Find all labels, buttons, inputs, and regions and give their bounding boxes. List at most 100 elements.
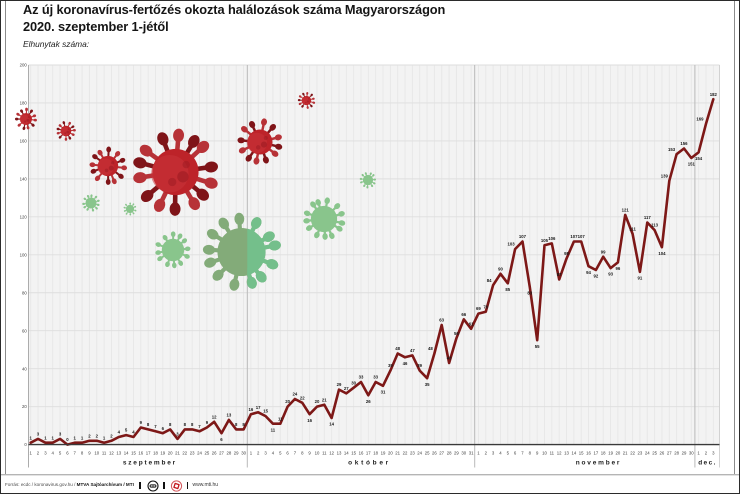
svg-text:1: 1 [697, 450, 700, 455]
svg-text:48: 48 [395, 346, 400, 351]
svg-text:19: 19 [608, 450, 613, 455]
svg-text:103: 103 [508, 242, 516, 247]
svg-text:69: 69 [476, 306, 481, 311]
svg-text:20: 20 [168, 450, 173, 455]
svg-text:14: 14 [124, 450, 129, 455]
svg-text:19: 19 [381, 450, 386, 455]
svg-text:2: 2 [88, 433, 91, 438]
svg-text:120: 120 [20, 214, 28, 219]
svg-text:83: 83 [527, 291, 532, 296]
svg-text:29: 29 [454, 450, 459, 455]
svg-text:18: 18 [153, 450, 158, 455]
svg-text:11: 11 [278, 416, 283, 421]
svg-text:156: 156 [680, 141, 688, 146]
svg-text:3: 3 [712, 450, 715, 455]
svg-text:5: 5 [125, 428, 128, 433]
svg-text:106: 106 [548, 236, 556, 241]
svg-text:6: 6 [66, 450, 69, 455]
svg-text:13: 13 [337, 450, 342, 455]
svg-text:30: 30 [461, 450, 466, 455]
svg-text:8: 8 [81, 450, 84, 455]
svg-text:12: 12 [109, 450, 114, 455]
svg-text:20: 20 [315, 399, 320, 404]
svg-text:151: 151 [688, 162, 696, 167]
svg-text:23: 23 [410, 450, 415, 455]
svg-text:154: 154 [695, 156, 703, 161]
svg-text:5: 5 [59, 450, 62, 455]
svg-text:2: 2 [37, 450, 40, 455]
svg-text:46: 46 [403, 361, 408, 366]
svg-text:39: 39 [417, 363, 422, 368]
svg-text:3: 3 [264, 450, 267, 455]
svg-text:6: 6 [220, 437, 223, 442]
svg-text:8: 8 [147, 422, 150, 427]
svg-text:8: 8 [529, 450, 532, 455]
svg-text:33: 33 [359, 375, 364, 380]
svg-text:48: 48 [428, 346, 433, 351]
svg-text:24: 24 [417, 450, 422, 455]
svg-text:8: 8 [191, 422, 194, 427]
svg-text:2: 2 [485, 450, 488, 455]
svg-text:13: 13 [564, 450, 569, 455]
svg-text:19: 19 [160, 450, 165, 455]
svg-text:43: 43 [447, 356, 452, 361]
svg-text:7: 7 [198, 424, 201, 429]
svg-text:55: 55 [535, 344, 540, 349]
svg-text:26: 26 [432, 450, 437, 455]
svg-text:20: 20 [22, 404, 27, 409]
svg-text:1: 1 [52, 435, 55, 440]
svg-text:27: 27 [667, 450, 672, 455]
svg-text:22: 22 [182, 450, 187, 455]
svg-text:21: 21 [322, 397, 327, 402]
svg-text:10: 10 [542, 450, 547, 455]
svg-text:200: 200 [20, 63, 28, 68]
svg-text:26: 26 [366, 399, 371, 404]
svg-text:153: 153 [668, 147, 676, 152]
svg-text:105: 105 [541, 238, 549, 243]
svg-text:13: 13 [116, 450, 121, 455]
svg-text:3: 3 [44, 450, 47, 455]
svg-text:9: 9 [206, 420, 209, 425]
svg-text:12: 12 [557, 450, 562, 455]
svg-text:1: 1 [74, 435, 77, 440]
svg-text:21: 21 [623, 450, 628, 455]
svg-text:93: 93 [608, 272, 613, 277]
svg-text:94: 94 [586, 270, 591, 275]
svg-text:66: 66 [461, 312, 466, 317]
svg-text:9: 9 [140, 420, 143, 425]
svg-text:8: 8 [242, 422, 245, 427]
svg-text:9: 9 [308, 450, 311, 455]
svg-text:3: 3 [37, 432, 40, 437]
svg-text:17: 17 [594, 450, 599, 455]
svg-text:7: 7 [521, 450, 524, 455]
svg-text:27: 27 [344, 386, 349, 391]
svg-text:16: 16 [359, 450, 364, 455]
svg-text:6: 6 [514, 450, 517, 455]
svg-text:14: 14 [329, 422, 334, 427]
svg-text:104: 104 [658, 251, 666, 256]
svg-text:70: 70 [483, 304, 488, 309]
svg-text:3: 3 [176, 432, 179, 437]
svg-text:23: 23 [638, 450, 643, 455]
svg-text:113: 113 [651, 223, 659, 228]
svg-text:3: 3 [59, 432, 62, 437]
svg-text:169: 169 [696, 116, 704, 121]
svg-text:25: 25 [205, 450, 210, 455]
svg-text:84: 84 [487, 278, 492, 283]
svg-text:4: 4 [118, 430, 121, 435]
svg-text:180: 180 [20, 101, 28, 106]
svg-text:100: 100 [20, 252, 28, 257]
svg-text:140: 140 [20, 176, 28, 181]
svg-text:87: 87 [557, 272, 562, 277]
svg-text:0: 0 [24, 442, 27, 447]
svg-text:107: 107 [519, 234, 527, 239]
svg-text:121: 121 [622, 208, 630, 213]
svg-text:12: 12 [329, 450, 334, 455]
svg-text:30: 30 [351, 380, 356, 385]
svg-text:6: 6 [162, 426, 165, 431]
svg-text:56: 56 [454, 331, 459, 336]
svg-text:1: 1 [44, 435, 47, 440]
svg-text:30: 30 [241, 450, 246, 455]
svg-text:107: 107 [578, 234, 586, 239]
svg-text:182: 182 [710, 92, 718, 97]
